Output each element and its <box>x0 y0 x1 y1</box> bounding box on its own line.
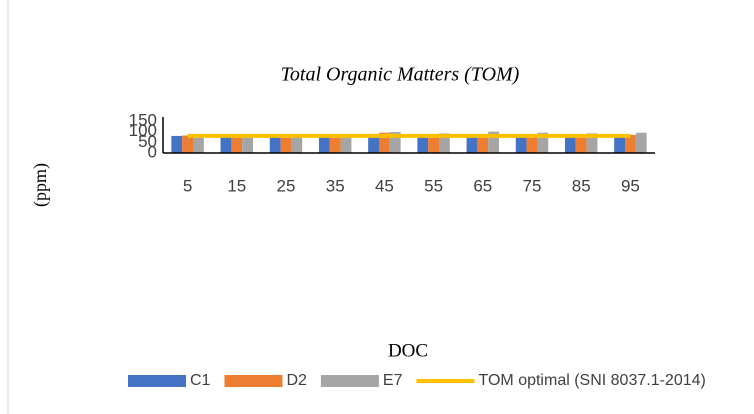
bar <box>368 134 379 153</box>
x-tick-label: 75 <box>523 176 542 195</box>
bar <box>439 133 450 153</box>
bar <box>329 134 341 153</box>
y-tick-label: 150 <box>129 110 157 129</box>
bar <box>291 135 303 153</box>
x-tick-label: 85 <box>572 176 591 195</box>
bar <box>340 134 352 153</box>
y-tick-label: 50 <box>138 132 157 151</box>
chart-title: Total Organic Matters (TOM) <box>281 64 520 86</box>
bar <box>220 135 232 153</box>
bar <box>171 135 183 153</box>
legend-label: D2 <box>286 372 307 389</box>
bar <box>389 132 401 153</box>
bar <box>586 133 598 153</box>
legend-swatch <box>224 375 283 387</box>
legend-label: C1 <box>190 372 211 389</box>
bar <box>624 134 636 153</box>
bar <box>318 135 330 153</box>
bar <box>635 132 647 153</box>
x-tick-label: 55 <box>424 176 443 195</box>
x-tick-label: 35 <box>326 176 345 195</box>
legend-label: TOM optimal (SNI 8037.1-2014) <box>478 372 705 389</box>
bar <box>182 135 194 153</box>
bar <box>488 131 500 153</box>
bar <box>537 132 549 153</box>
bar <box>242 134 254 153</box>
x-tick-label: 45 <box>375 176 394 195</box>
legend-label: E7 <box>383 372 403 389</box>
bar <box>526 134 538 153</box>
bar <box>417 134 429 153</box>
y-axis-label: (ppm) <box>30 163 51 207</box>
y-tick-label: 0 <box>148 142 157 161</box>
bar <box>231 134 243 153</box>
x-tick-label: 15 <box>227 176 246 195</box>
legend-swatch <box>128 375 186 387</box>
x-axis-label: DOC <box>388 340 428 361</box>
y-tick-label: 100 <box>129 121 157 140</box>
bar <box>564 134 576 153</box>
bar <box>575 134 587 153</box>
bar <box>515 135 527 153</box>
x-tick-label: 25 <box>277 176 296 195</box>
bar <box>428 134 440 153</box>
x-tick-label: 5 <box>183 176 192 195</box>
x-tick-label: 95 <box>621 176 640 195</box>
bar <box>193 135 204 153</box>
bar <box>477 134 489 153</box>
x-tick-label: 65 <box>473 176 492 195</box>
bar <box>466 135 478 153</box>
legend-swatch <box>320 375 379 387</box>
bar <box>280 135 292 153</box>
bar <box>269 135 281 153</box>
bar <box>614 134 625 153</box>
bar <box>378 132 390 153</box>
